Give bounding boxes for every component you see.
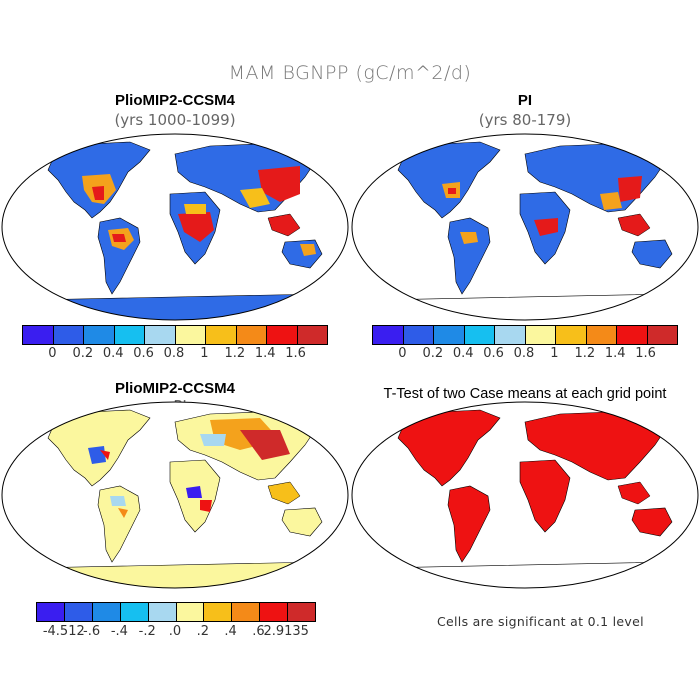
colorbar-swatch bbox=[288, 603, 316, 621]
colorbar-left-labels: 0 0.2 0.4 0.6 0.8 1 1.2 1.4 1.6 bbox=[22, 346, 326, 364]
colorbar-swatch bbox=[495, 326, 526, 344]
colorbar-tick-label: 0 bbox=[48, 346, 57, 361]
colorbar-swatch bbox=[556, 326, 587, 344]
colorbar-tick-label: 0.6 bbox=[483, 346, 504, 361]
colorbar-tick-label: .6 bbox=[252, 624, 265, 639]
colorbar-swatch bbox=[148, 603, 177, 621]
colorbar-swatch bbox=[260, 603, 289, 621]
colorbar-left bbox=[22, 325, 328, 345]
colorbar-swatch bbox=[23, 326, 54, 344]
colorbar-tick-label: .2 bbox=[196, 624, 209, 639]
map-pi bbox=[351, 133, 699, 321]
colorbar-tick-label: 0.8 bbox=[513, 346, 535, 361]
colorbar-swatch bbox=[176, 603, 205, 621]
continent-antarctica bbox=[9, 293, 341, 320]
colorbar-swatch bbox=[114, 326, 145, 344]
colorbar-tick-label: 1.6 bbox=[285, 346, 306, 361]
colorbar-tick-label: -.6 bbox=[83, 624, 101, 639]
colorbar-tick-label: 1.2 bbox=[574, 346, 596, 361]
colorbar-right bbox=[372, 325, 678, 345]
map-pliomip-ccsm4 bbox=[1, 133, 349, 321]
colorbar-tick-label: .0 bbox=[168, 624, 182, 639]
colorbar-tick-label: 0.8 bbox=[163, 346, 185, 361]
colorbar-swatch bbox=[145, 326, 176, 344]
colorbar-swatch bbox=[236, 326, 267, 344]
colorbar-tick-label: 0.4 bbox=[102, 346, 124, 361]
panel1-subtitle: (yrs 1000-1099) bbox=[114, 111, 236, 129]
colorbar-tick-label: 1.4 bbox=[604, 346, 626, 361]
significance-note: Cells are significant at 0.1 level bbox=[437, 614, 644, 629]
colorbar-difference bbox=[36, 602, 316, 622]
panel2-subtitle: (yrs 80-179) bbox=[478, 111, 572, 129]
colorbar-tick-label: 1.2 bbox=[224, 346, 246, 361]
colorbar-tick-label: 0.2 bbox=[72, 346, 94, 361]
colorbar-swatch bbox=[267, 326, 298, 344]
colorbar-tick-label: 1 bbox=[550, 346, 559, 361]
colorbar-tick-label: 0.4 bbox=[452, 346, 474, 361]
colorbar-swatch bbox=[464, 326, 495, 344]
colorbar-swatch bbox=[53, 326, 84, 344]
colorbar-tick-label: .4 bbox=[224, 624, 237, 639]
colorbar-swatch bbox=[206, 326, 237, 344]
colorbar-swatch bbox=[232, 603, 261, 621]
colorbar-swatch bbox=[403, 326, 434, 344]
colorbar-tick-label: -4.512 bbox=[42, 624, 85, 639]
map-ttest bbox=[351, 401, 699, 589]
panel3-title: PlioMIP2-CCSM4 bbox=[114, 380, 235, 397]
map-difference bbox=[1, 401, 349, 589]
figure-title: MAM BGNPP (gC/m^2/d) bbox=[228, 62, 472, 84]
colorbar-tick-label: -.4 bbox=[110, 624, 128, 639]
colorbar-right-labels: 0 0.2 0.4 0.6 0.8 1 1.2 1.4 1.6 bbox=[372, 346, 676, 364]
colorbar-swatch bbox=[586, 326, 617, 344]
colorbar-swatch bbox=[204, 603, 233, 621]
colorbar-tick-label: -.2 bbox=[138, 624, 156, 639]
colorbar-swatch bbox=[434, 326, 465, 344]
panel4-title: T-Test of two Case means at each grid po… bbox=[383, 386, 667, 402]
colorbar-difference-labels: -4.512 -.6 -.4 -.2 .0 .2 .4 .6 2.9135 bbox=[36, 624, 314, 642]
colorbar-swatch bbox=[617, 326, 648, 344]
colorbar-swatch bbox=[175, 326, 206, 344]
colorbar-tick-label: 1.6 bbox=[635, 346, 656, 361]
colorbar-swatch bbox=[84, 326, 115, 344]
colorbar-tick-label: 0.2 bbox=[422, 346, 444, 361]
colorbar-tick-label: 0 bbox=[398, 346, 407, 361]
colorbar-tick-label: 1.4 bbox=[254, 346, 276, 361]
colorbar-tick-label: 2.9135 bbox=[263, 624, 309, 639]
colorbar-swatch bbox=[373, 326, 404, 344]
panel2-title: PI bbox=[517, 92, 533, 109]
colorbar-swatch bbox=[64, 603, 93, 621]
colorbar-swatch bbox=[647, 326, 677, 344]
colorbar-swatch bbox=[120, 603, 149, 621]
panel1-title: PlioMIP2-CCSM4 bbox=[114, 92, 235, 109]
colorbar-swatch bbox=[297, 326, 327, 344]
colorbar-swatch bbox=[525, 326, 556, 344]
colorbar-swatch bbox=[37, 603, 65, 621]
colorbar-tick-label: 0.6 bbox=[133, 346, 154, 361]
colorbar-swatch bbox=[92, 603, 121, 621]
colorbar-tick-label: 1 bbox=[200, 346, 209, 361]
